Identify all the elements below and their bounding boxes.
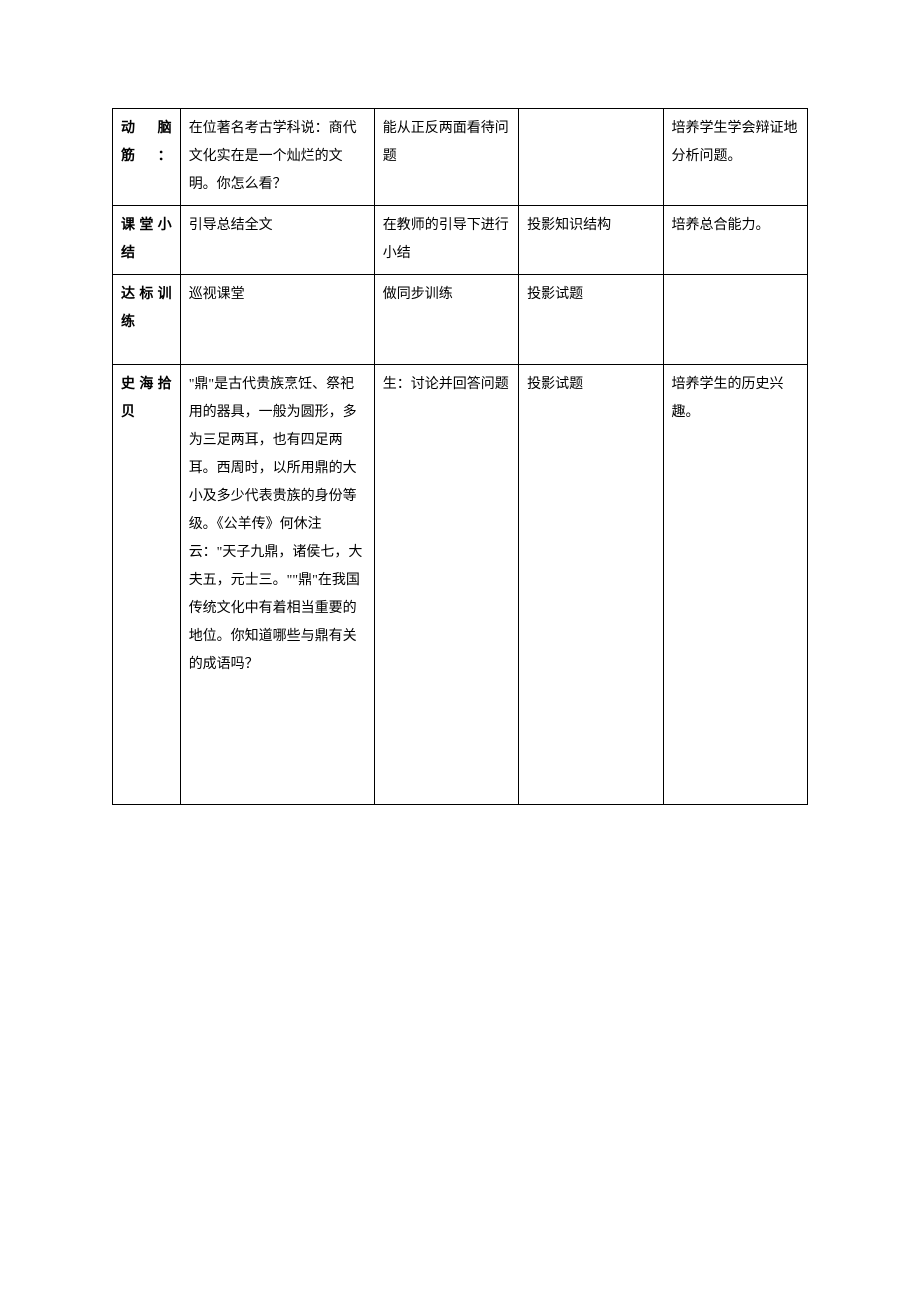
cell-content (519, 109, 663, 206)
table-row: 动脑筋： 在位著名考古学科说：商代文化实在是一个灿烂的文明。你怎么看？ 能从正反… (113, 109, 808, 206)
row-label: 史海拾贝 (113, 365, 181, 805)
table-row: 达标训练 巡视课堂 做同步训练 投影试题 (113, 275, 808, 365)
cell-content: 做同步训练 (374, 275, 518, 365)
table-row: 史海拾贝 "鼎"是古代贵族烹饪、祭祀用的器具，一般为圆形，多为三足两耳，也有四足… (113, 365, 808, 805)
cell-content: 在教师的引导下进行小结 (374, 206, 518, 275)
cell-content: 引导总结全文 (180, 206, 374, 275)
cell-content: 能从正反两面看待问题 (374, 109, 518, 206)
cell-content: 培养学生的历史兴趣。 (663, 365, 807, 805)
row-label: 动脑筋： (113, 109, 181, 206)
cell-content: 投影试题 (519, 365, 663, 805)
cell-content: 培养学生学会辩证地分析问题。 (663, 109, 807, 206)
cell-content: 巡视课堂 (180, 275, 374, 365)
cell-content (663, 275, 807, 365)
cell-content: 在位著名考古学科说：商代文化实在是一个灿烂的文明。你怎么看？ (180, 109, 374, 206)
row-label: 课堂小结 (113, 206, 181, 275)
cell-content: "鼎"是古代贵族烹饪、祭祀用的器具，一般为圆形，多为三足两耳，也有四足两耳。西周… (180, 365, 374, 805)
cell-content: 培养总合能力。 (663, 206, 807, 275)
cell-content: 投影知识结构 (519, 206, 663, 275)
lesson-plan-table: 动脑筋： 在位著名考古学科说：商代文化实在是一个灿烂的文明。你怎么看？ 能从正反… (112, 108, 808, 805)
table-row: 课堂小结 引导总结全文 在教师的引导下进行小结 投影知识结构 培养总合能力。 (113, 206, 808, 275)
cell-content: 生：讨论并回答问题 (374, 365, 518, 805)
row-label: 达标训练 (113, 275, 181, 365)
cell-content: 投影试题 (519, 275, 663, 365)
